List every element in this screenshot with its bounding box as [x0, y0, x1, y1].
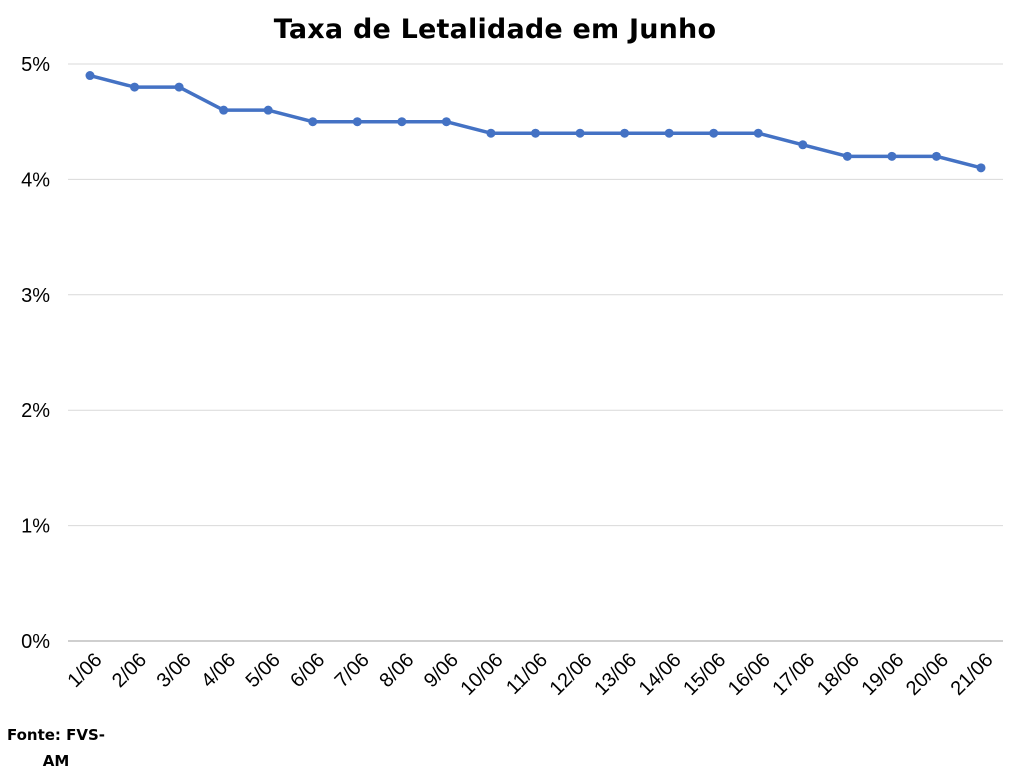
x-tick-label: 18/06 [813, 649, 864, 700]
x-axis-tick-labels: 1/06 2/06 3/06 4/06 5/06 6/06 7/06 8/06 9/0610/0… [63, 649, 997, 700]
data-point [397, 117, 407, 127]
x-tick-label: 15/06 [679, 649, 730, 700]
source-line-2: AM [42, 752, 70, 770]
data-point [531, 128, 540, 138]
x-tick-label: 13/06 [590, 649, 641, 700]
data-point [441, 117, 451, 127]
data-point [130, 82, 140, 92]
x-tick-label: 20/06 [902, 649, 953, 700]
x-tick-label: 11/06 [502, 649, 552, 699]
source-line-1: Fonte: FVS- [6, 726, 106, 744]
x-tick-label: 8/06 [375, 649, 418, 692]
data-point [709, 128, 719, 138]
data-point [263, 105, 273, 115]
data-point [85, 71, 95, 81]
data-point [664, 128, 674, 138]
data-point [486, 128, 496, 138]
y-tick-label: 5% [21, 54, 50, 76]
x-tick-label: 10/06 [457, 649, 508, 700]
x-tick-label: 2/06 [108, 649, 151, 692]
data-point [753, 128, 763, 138]
x-tick-label: 14/06 [635, 649, 686, 700]
x-tick-label: 6/06 [286, 649, 329, 692]
data-point [174, 82, 184, 92]
x-tick-label: 4/06 [197, 649, 240, 692]
x-tick-label: 16/06 [724, 649, 775, 700]
data-point [887, 151, 897, 161]
x-tick-label: 3/06 [153, 649, 196, 692]
data-point [575, 128, 585, 138]
y-axis-tick-labels: 0% 1% 2% 3% 4% 5% [21, 54, 50, 653]
data-point [976, 163, 986, 173]
x-tick-label: 17/06 [768, 649, 819, 700]
data-point [219, 105, 229, 115]
gridlines [68, 63, 1003, 527]
data-point [308, 117, 318, 127]
y-tick-label: 1% [21, 516, 50, 538]
y-tick-label: 2% [21, 400, 50, 422]
data-point [842, 151, 852, 161]
x-tick-label: 5/06 [242, 649, 285, 692]
x-tick-label: 1/06 [63, 649, 106, 692]
y-tick-label: 4% [21, 169, 50, 191]
chart-title: Taxa de Letalidade em Junho [273, 14, 717, 45]
y-tick-label: 0% [21, 631, 50, 653]
series-layer [85, 71, 986, 173]
data-point [931, 151, 941, 161]
y-tick-label: 3% [21, 285, 50, 307]
x-tick-label: 12/06 [546, 649, 597, 700]
data-point [352, 117, 362, 127]
data-point [798, 140, 808, 150]
x-tick-label: 7/06 [331, 649, 374, 692]
x-tick-label: 19/06 [857, 649, 908, 700]
data-point [620, 128, 630, 138]
x-tick-label: 21/06 [947, 649, 998, 700]
source-note: Fonte: FVS- AM [4, 722, 108, 774]
